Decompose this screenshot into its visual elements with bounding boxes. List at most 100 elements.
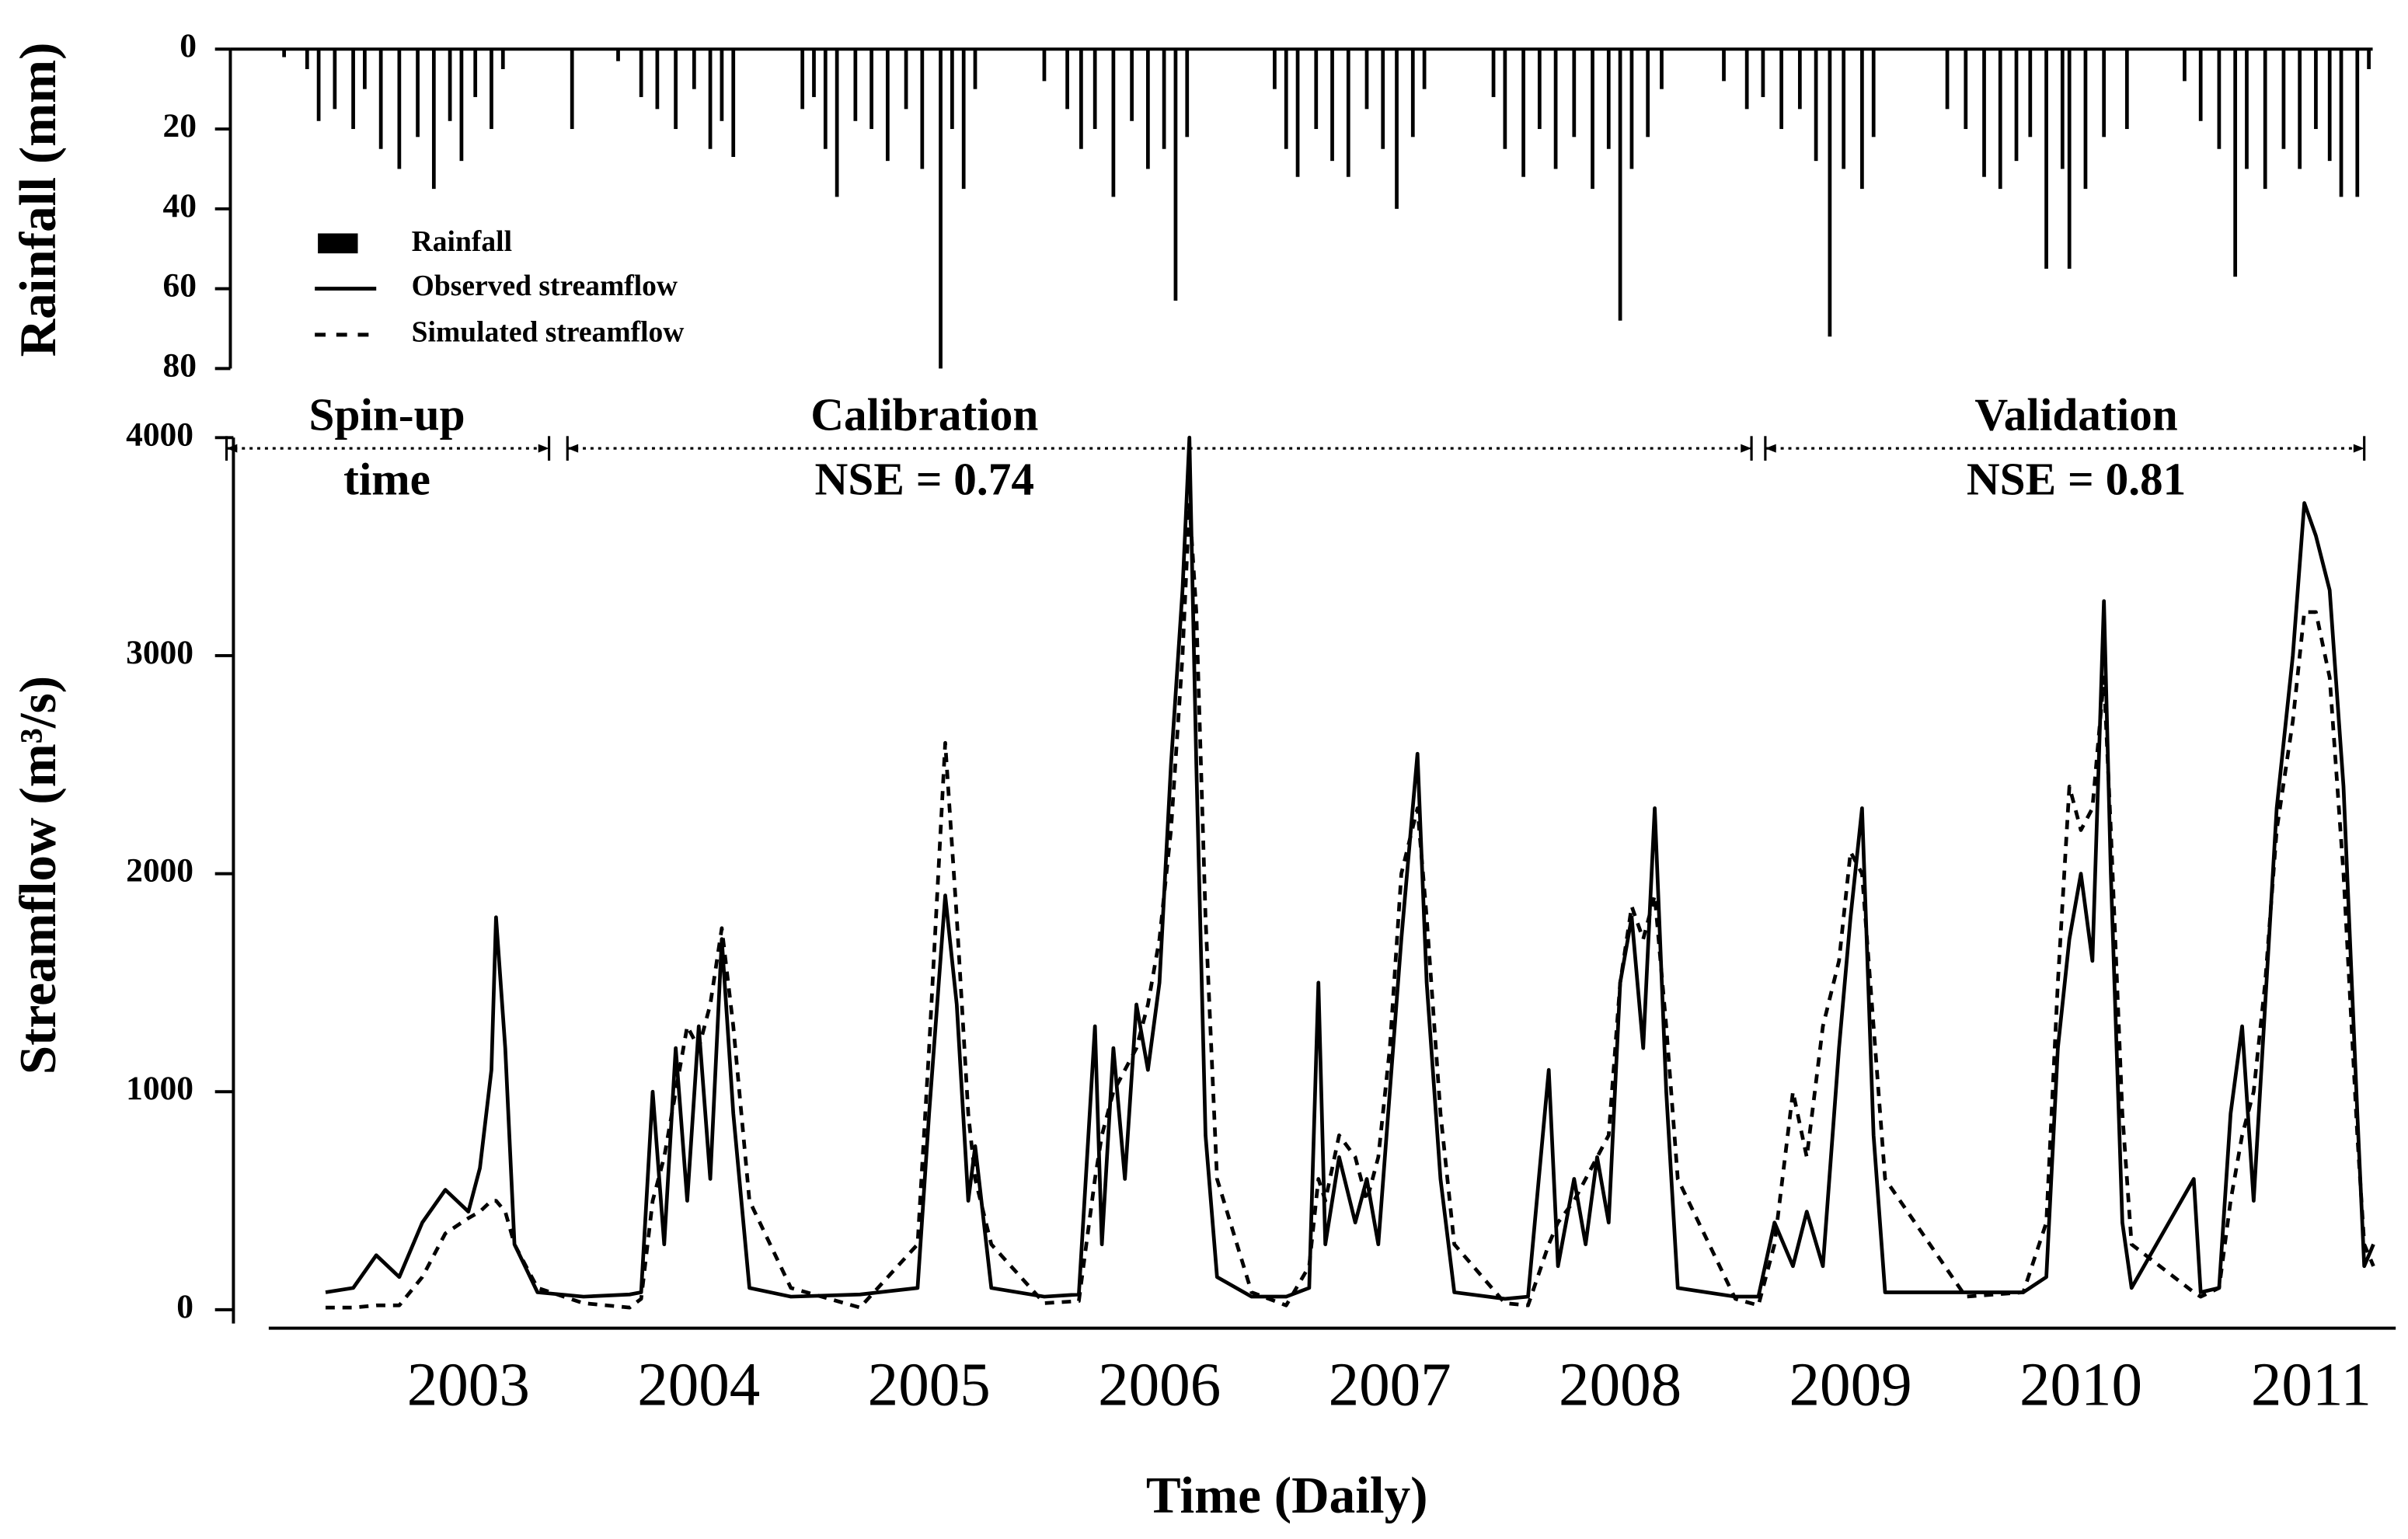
rain-bar <box>1314 49 1319 130</box>
y-tick-label: 40 <box>163 187 197 225</box>
rain-bar <box>431 49 436 190</box>
x-tick-label: 2005 <box>868 1351 991 1419</box>
rain-bar <box>2183 49 2187 82</box>
x-tick-label: 2006 <box>1098 1351 1221 1419</box>
rain-bar <box>2298 49 2302 169</box>
rainfall-axis-label: Rainfall (mm) <box>9 42 67 357</box>
period-label: Spin-up <box>309 388 465 440</box>
period-label: NSE = 0.81 <box>1967 453 2186 504</box>
rain-bar <box>459 49 464 162</box>
rain-bar <box>1065 49 1069 110</box>
rain-bar <box>2233 49 2238 277</box>
rain-bar <box>1092 49 1097 130</box>
rain-bar <box>363 49 367 89</box>
legend-swatch <box>318 233 358 254</box>
rain-bar <box>2028 49 2033 138</box>
rain-bar <box>655 49 660 110</box>
rain-bar <box>1111 49 1116 197</box>
rain-bar <box>674 49 678 130</box>
y-tick-label: 80 <box>163 346 197 384</box>
rain-bar <box>2327 49 2332 162</box>
rain-bar <box>1503 49 1507 149</box>
rain-bar <box>2124 49 2129 130</box>
rain-bar <box>2245 49 2249 169</box>
rain-bar <box>2314 49 2318 130</box>
rain-bar <box>961 49 966 190</box>
rain-bar <box>1346 49 1350 177</box>
rain-bar <box>1537 49 1542 130</box>
legend-label: Observed streamflow <box>412 270 678 302</box>
y-tick-label: 3000 <box>126 634 193 671</box>
x-tick-label: 2010 <box>2019 1351 2142 1419</box>
rain-bar <box>1042 49 1047 82</box>
rain-bar <box>1828 49 1832 337</box>
rain-bar <box>1964 49 1968 130</box>
rain-bar <box>1722 49 1726 82</box>
rain-bar <box>282 49 287 57</box>
rain-bar <box>1761 49 1765 97</box>
rain-bar <box>2060 49 2065 169</box>
rain-bar <box>1814 49 1818 162</box>
rain-bar <box>2067 49 2072 269</box>
rain-bar <box>853 49 858 121</box>
rain-bar <box>1295 49 1300 177</box>
rain-bar <box>1629 49 1634 169</box>
rain-bar <box>1660 49 1664 89</box>
rain-bar <box>2083 49 2088 190</box>
streamflow-line <box>325 435 2375 1301</box>
rain-bar <box>378 49 383 149</box>
rain-bar <box>920 49 925 169</box>
y-tick-label: 20 <box>163 107 197 144</box>
rain-bar <box>1591 49 1594 190</box>
rain-bar <box>1606 49 1611 149</box>
rain-bar <box>1572 49 1577 138</box>
rain-bar <box>448 49 452 121</box>
y-tick-label: 60 <box>163 267 197 305</box>
rain-bar <box>973 49 977 89</box>
rain-bar <box>835 49 839 197</box>
streamflow-line <box>325 501 2375 1310</box>
rain-bar <box>1945 49 1950 110</box>
rain-bar <box>2355 49 2360 197</box>
rain-bar <box>2263 49 2267 190</box>
rain-bar <box>731 49 736 158</box>
rain-bar <box>1871 49 1876 138</box>
rain-bar <box>1381 49 1385 149</box>
rain-bar <box>2198 49 2203 121</box>
rain-bar <box>1273 49 1277 89</box>
rain-bar <box>333 49 337 110</box>
rain-bar <box>473 49 478 97</box>
rain-bar <box>720 49 724 121</box>
rain-bar <box>490 49 493 130</box>
rain-bar <box>885 49 890 162</box>
rain-bar <box>397 49 402 169</box>
rain-bar <box>869 49 873 130</box>
rain-bar <box>1797 49 1802 110</box>
rain-bar <box>692 49 696 89</box>
rain-bar <box>708 49 713 149</box>
rain-bar <box>1553 49 1558 169</box>
rain-bar <box>1162 49 1166 149</box>
x-tick-label: 2007 <box>1329 1351 1451 1419</box>
rain-bar <box>939 49 943 369</box>
y-tick-label: 0 <box>179 27 197 64</box>
legend-label: Rainfall <box>412 226 512 258</box>
rain-bar <box>1860 49 1864 190</box>
x-tick-label: 2003 <box>407 1351 530 1419</box>
period-label: Validation <box>1974 388 2177 440</box>
y-tick-label: 0 <box>176 1288 193 1325</box>
x-tick-label: 2009 <box>1789 1351 1912 1419</box>
rain-bar <box>1410 49 1415 138</box>
rain-bar <box>2014 49 2019 162</box>
period-label: NSE = 0.74 <box>815 453 1034 504</box>
rain-bar <box>1130 49 1134 121</box>
rain-bar <box>2339 49 2344 197</box>
rain-bar <box>316 49 321 121</box>
rain-bar <box>1491 49 1496 97</box>
rain-bar <box>812 49 816 97</box>
y-tick-label: 1000 <box>126 1070 193 1107</box>
rain-bar <box>570 49 574 130</box>
rain-bar <box>1395 49 1399 209</box>
rain-bar <box>1364 49 1369 110</box>
